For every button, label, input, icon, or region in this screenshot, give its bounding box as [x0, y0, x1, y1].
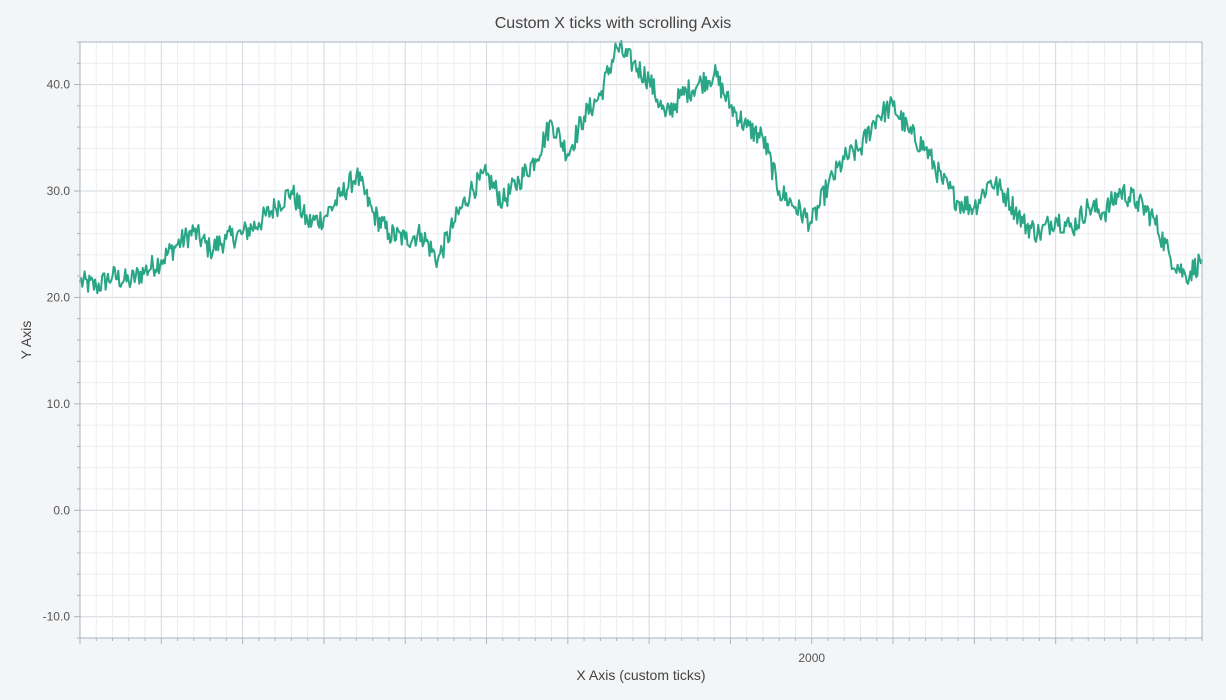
y-tick-label: -10.0 — [43, 610, 71, 624]
chart-title: Custom X ticks with scrolling Axis — [495, 15, 732, 32]
x-axis-label: X Axis (custom ticks) — [576, 667, 705, 683]
y-tick-label: 30.0 — [47, 184, 71, 198]
y-tick-label: 20.0 — [47, 290, 71, 304]
series-line-0 — [79, 40, 1203, 295]
x-tick-label: 2000 — [798, 651, 825, 665]
y-tick-label: 10.0 — [47, 397, 71, 411]
y-tick-label: 40.0 — [47, 78, 71, 92]
y-ticks: 40.0 30.0 20.0 10.0 0.0 -10.0 — [43, 41, 80, 639]
y-axis-label: Y Axis — [18, 321, 34, 360]
y-tick-label: 0.0 — [53, 503, 70, 517]
x-ticks: 2000 — [79, 638, 1203, 665]
grid — [79, 41, 1203, 639]
series-layer — [79, 40, 1203, 295]
